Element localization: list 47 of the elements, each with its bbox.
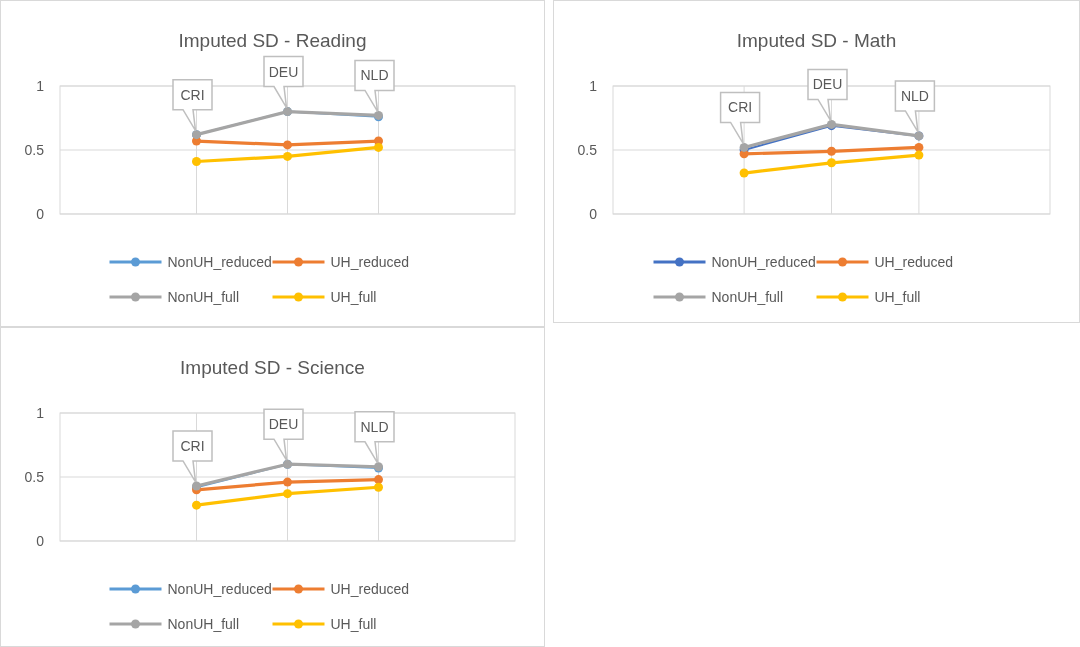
legend-label: NonUH_full xyxy=(711,288,784,305)
y-tick-label: 1 xyxy=(589,77,598,94)
chart-title: Imputed SD - Math xyxy=(736,30,897,51)
legend-label: NonUH_full xyxy=(167,288,240,305)
data-label: DEU xyxy=(812,76,843,93)
point xyxy=(374,482,383,492)
y-tick-label: 0.5 xyxy=(577,141,598,158)
legend-label: UH_full xyxy=(330,288,377,305)
y-tick-label: 1 xyxy=(36,404,45,421)
point xyxy=(283,151,292,161)
y-tick-label: 0 xyxy=(36,205,45,222)
y-tick-label: 0 xyxy=(36,532,45,549)
point xyxy=(283,477,292,487)
chart-title: Imputed SD - Science xyxy=(180,357,365,378)
data-label: NLD xyxy=(900,87,929,104)
data-label: CRI xyxy=(180,437,205,454)
point xyxy=(192,500,201,510)
y-tick-label: 0 xyxy=(589,205,598,222)
point xyxy=(914,142,924,152)
point xyxy=(283,140,292,150)
point xyxy=(374,475,383,485)
data-label: DEU xyxy=(268,63,299,80)
data-label: CRI xyxy=(180,86,205,103)
y-tick-label: 0.5 xyxy=(24,141,45,158)
legend-label: NonUH_full xyxy=(167,615,240,632)
point xyxy=(283,489,292,499)
legend-label: UH_reduced xyxy=(330,580,410,597)
legend-label: NonUH_reduced xyxy=(167,253,272,270)
y-tick-label: 0.5 xyxy=(24,468,45,485)
legend-label: NonUH_reduced xyxy=(711,253,816,270)
data-label: DEU xyxy=(268,416,299,433)
legend-label: UH_full xyxy=(874,288,921,305)
data-label: NLD xyxy=(360,418,389,435)
y-tick-label: 1 xyxy=(36,77,45,94)
point xyxy=(914,150,924,160)
chart-title: Imputed SD - Reading xyxy=(178,30,367,51)
point xyxy=(827,146,836,156)
legend-label: NonUH_reduced xyxy=(167,580,272,597)
data-label: CRI xyxy=(728,99,753,116)
point xyxy=(827,158,836,168)
point xyxy=(192,157,201,167)
legend-label: UH_reduced xyxy=(330,253,410,270)
legend-label: UH_reduced xyxy=(874,253,954,270)
point xyxy=(374,142,383,152)
legend-label: UH_full xyxy=(330,615,377,632)
point xyxy=(739,168,749,178)
data-label: NLD xyxy=(360,67,389,84)
